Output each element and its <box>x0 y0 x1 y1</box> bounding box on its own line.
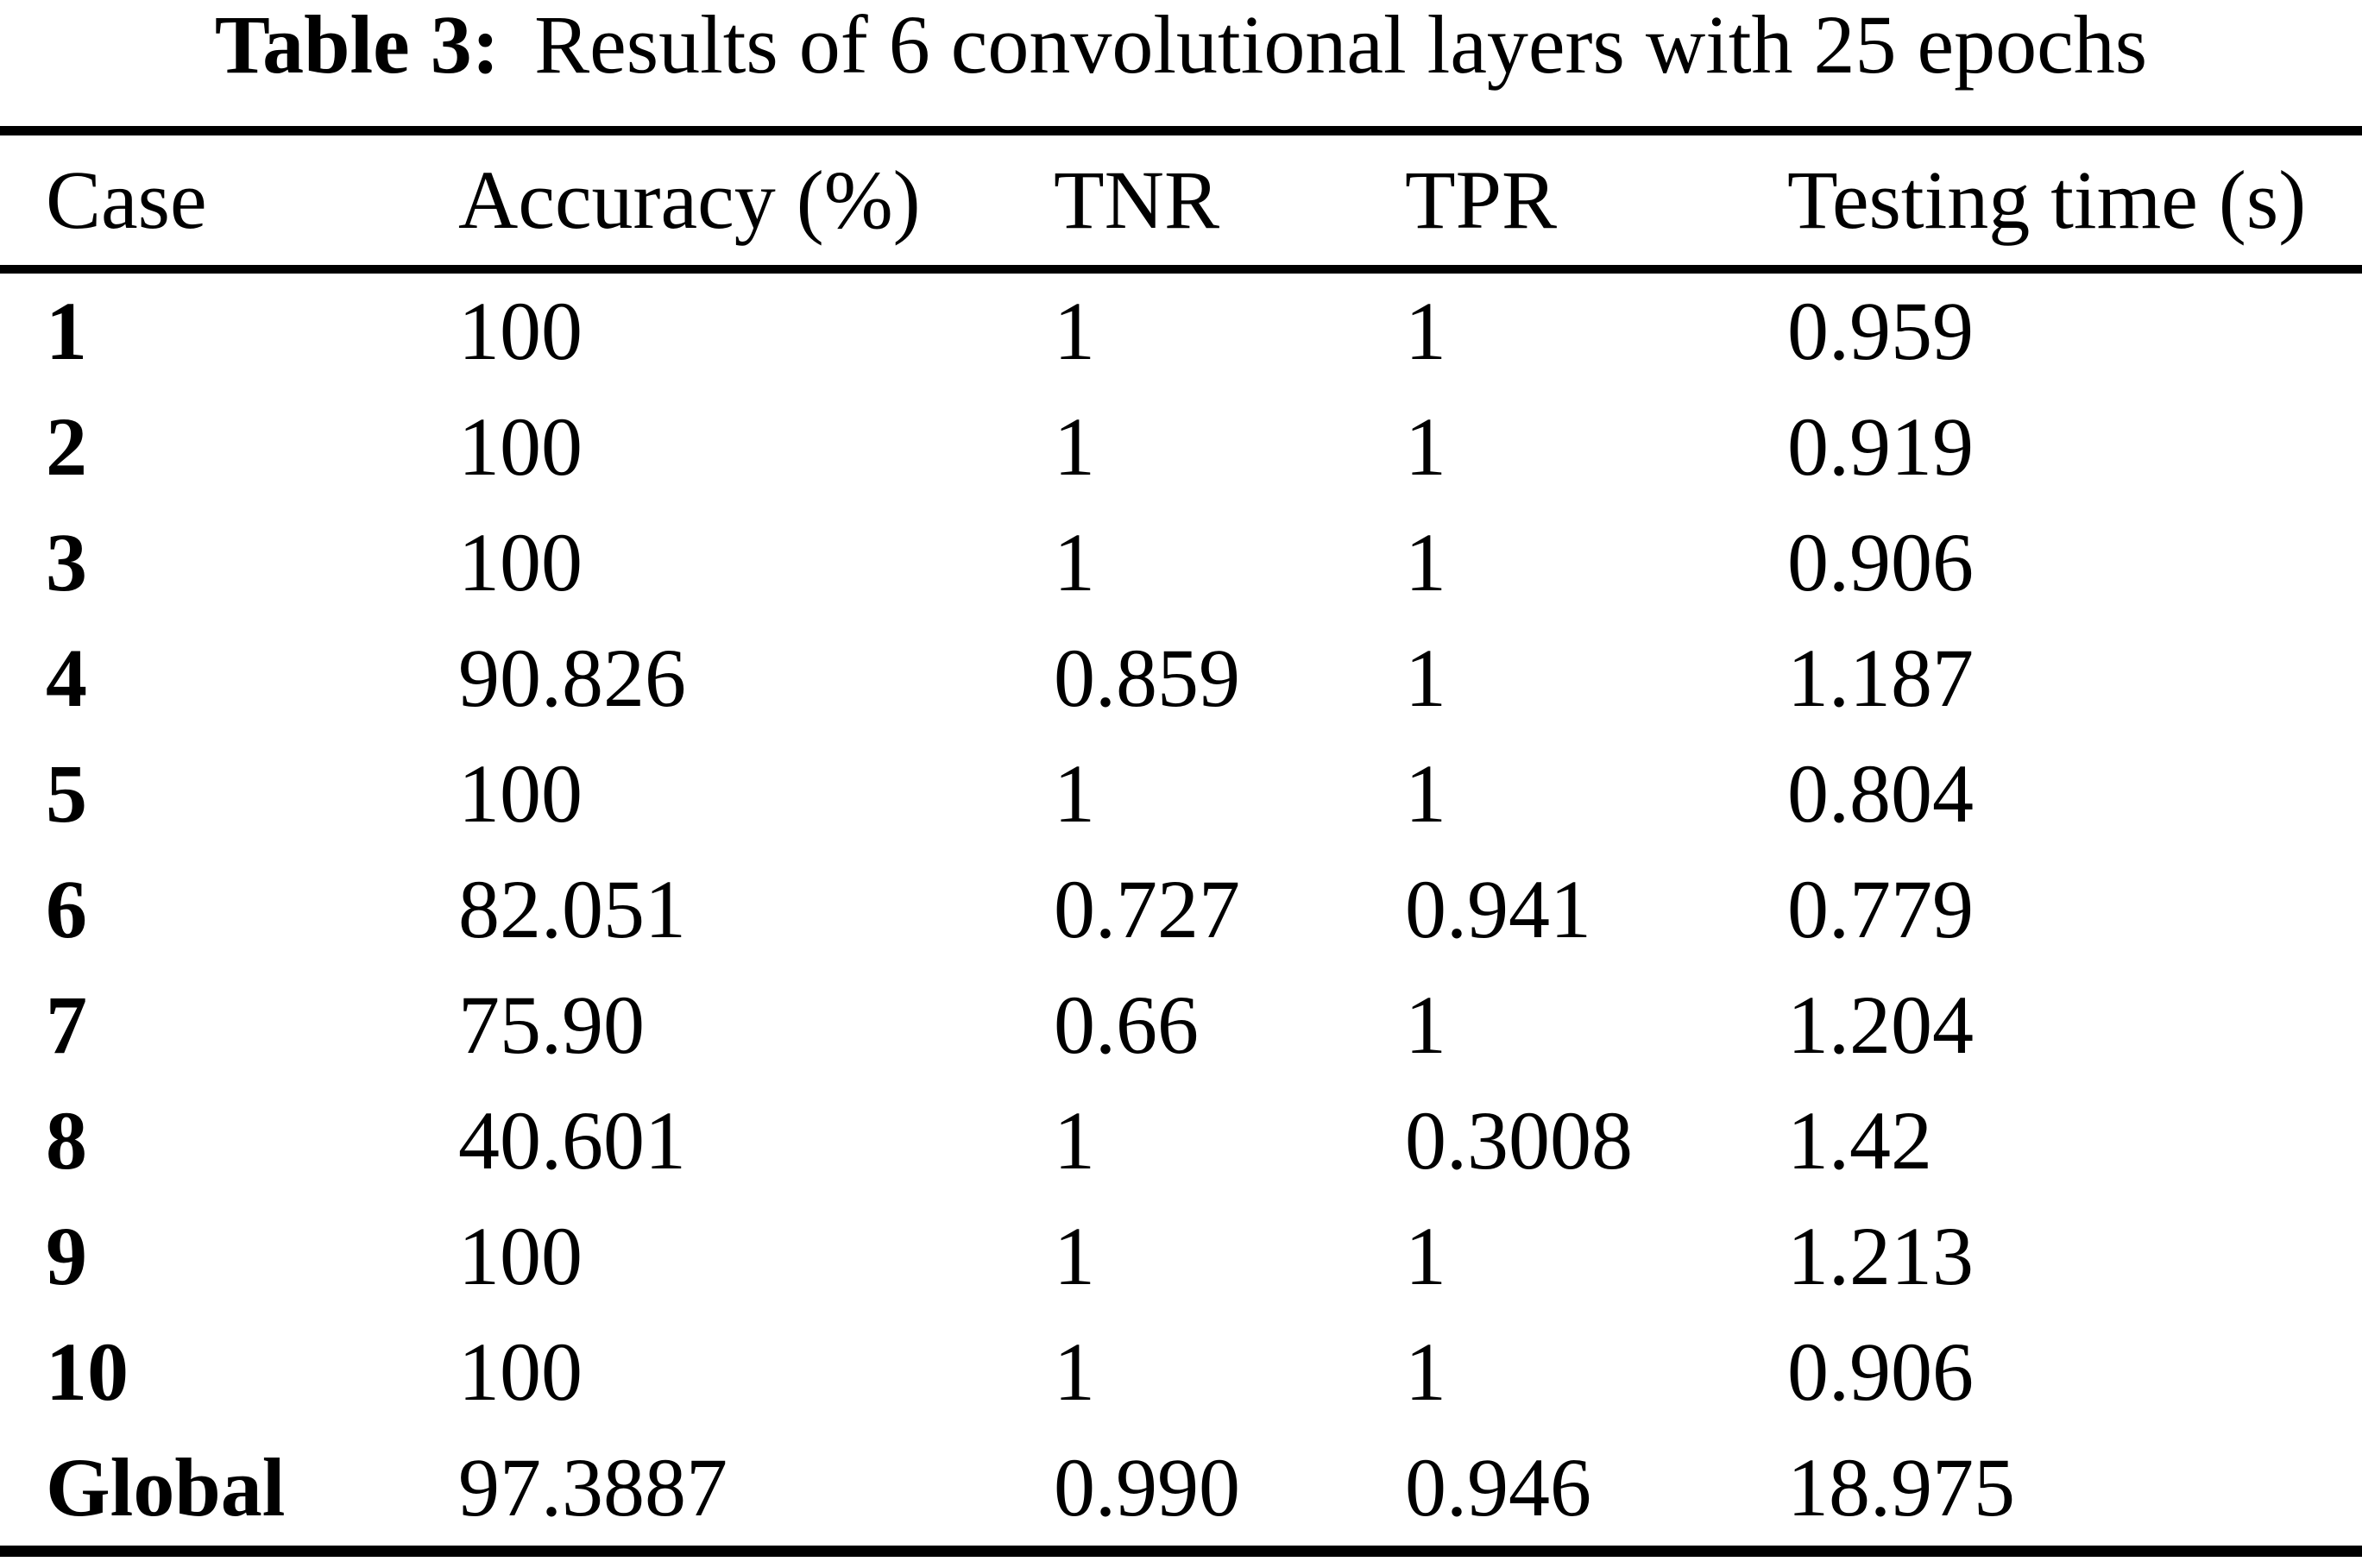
value-cell: 100 <box>458 400 583 493</box>
value-cell: 82.051 <box>458 863 686 955</box>
header-case: Case <box>46 154 207 246</box>
value-cell: 100 <box>458 1210 583 1302</box>
case-cell: 3 <box>46 516 87 608</box>
case-cell: 4 <box>46 632 87 724</box>
value-cell: 100 <box>458 1326 583 1418</box>
value-cell: 1.42 <box>1787 1094 1932 1187</box>
case-cell: 7 <box>46 979 87 1071</box>
case-cell: Global <box>46 1441 286 1533</box>
value-cell: 0.66 <box>1054 979 1199 1071</box>
table-row: 7 75.90 0.66 1 1.204 <box>0 967 2362 1083</box>
table-row: 2 100 1 1 0.919 <box>0 389 2362 505</box>
value-cell: 1 <box>1054 516 1095 608</box>
header-testing-time: Testing time (s) <box>1787 154 2307 246</box>
table-caption-text: Results of 6 convolutional layers with 2… <box>534 0 2148 91</box>
header-tpr: TPR <box>1405 154 1558 246</box>
header-accuracy: Accuracy (%) <box>458 154 921 246</box>
value-cell: 1 <box>1405 747 1446 840</box>
value-cell: 1 <box>1054 1326 1095 1418</box>
value-cell: 1 <box>1405 1210 1446 1302</box>
table-row: 3 100 1 1 0.906 <box>0 505 2362 620</box>
table-body: 1 100 1 1 0.959 2 100 1 1 0.919 3 100 1 1 0.906 4 90.826… <box>0 269 2362 1552</box>
case-cell: 6 <box>46 863 87 955</box>
value-cell: 1 <box>1405 400 1446 493</box>
results-table: Case Accuracy (%) TNR TPR Testing time (… <box>0 126 2362 1557</box>
value-cell: 1 <box>1405 632 1446 724</box>
case-cell: 2 <box>46 400 87 493</box>
value-cell: 18.975 <box>1787 1441 2015 1533</box>
table-caption-label: Table 3: <box>214 0 500 91</box>
value-cell: 75.90 <box>458 979 645 1071</box>
table-row: Global 97.3887 0.990 0.946 18.975 <box>0 1430 2362 1552</box>
value-cell: 1.187 <box>1787 632 1974 724</box>
table-row: 8 40.601 1 0.3008 1.42 <box>0 1083 2362 1199</box>
value-cell: 1 <box>1054 1094 1095 1187</box>
value-cell: 1.213 <box>1787 1210 1974 1302</box>
value-cell: 0.859 <box>1054 632 1240 724</box>
table-row: 10 100 1 1 0.906 <box>0 1314 2362 1430</box>
value-cell: 0.727 <box>1054 863 1240 955</box>
value-cell: 1 <box>1054 747 1095 840</box>
value-cell: 0.941 <box>1405 863 1591 955</box>
value-cell: 40.601 <box>458 1094 686 1187</box>
value-cell: 0.946 <box>1405 1441 1591 1533</box>
value-cell: 100 <box>458 285 583 377</box>
table-row: 1 100 1 1 0.959 <box>0 269 2362 389</box>
case-cell: 8 <box>46 1094 87 1187</box>
value-cell: 0.990 <box>1054 1441 1240 1533</box>
value-cell: 1 <box>1405 285 1446 377</box>
value-cell: 1 <box>1405 516 1446 608</box>
case-cell: 1 <box>46 285 87 377</box>
value-cell: 97.3887 <box>458 1441 727 1533</box>
value-cell: 1 <box>1405 1326 1446 1418</box>
value-cell: 0.959 <box>1787 285 1974 377</box>
value-cell: 1 <box>1054 400 1095 493</box>
value-cell: 0.906 <box>1787 1326 1974 1418</box>
case-cell: 10 <box>46 1326 129 1418</box>
header-row: Case Accuracy (%) TNR TPR Testing time (… <box>0 131 2362 269</box>
value-cell: 1 <box>1054 1210 1095 1302</box>
table-row: 4 90.826 0.859 1 1.187 <box>0 620 2362 736</box>
table-row: 9 100 1 1 1.213 <box>0 1199 2362 1314</box>
value-cell: 100 <box>458 516 583 608</box>
value-cell: 0.804 <box>1787 747 1974 840</box>
value-cell: 0.906 <box>1787 516 1974 608</box>
value-cell: 0.779 <box>1787 863 1974 955</box>
table-row: 5 100 1 1 0.804 <box>0 736 2362 852</box>
value-cell: 100 <box>458 747 583 840</box>
value-cell: 0.919 <box>1787 400 1974 493</box>
value-cell: 90.826 <box>458 632 686 724</box>
table-row: 6 82.051 0.727 0.941 0.779 <box>0 852 2362 967</box>
table-header: Case Accuracy (%) TNR TPR Testing time (… <box>0 131 2362 269</box>
table-caption: Table 3: Results of 6 convolutional layer… <box>0 0 2362 126</box>
value-cell: 1 <box>1054 285 1095 377</box>
header-tnr: TNR <box>1054 154 1219 246</box>
value-cell: 0.3008 <box>1405 1094 1633 1187</box>
case-cell: 5 <box>46 747 87 840</box>
case-cell: 9 <box>46 1210 87 1302</box>
value-cell: 1.204 <box>1787 979 1974 1071</box>
value-cell: 1 <box>1405 979 1446 1071</box>
